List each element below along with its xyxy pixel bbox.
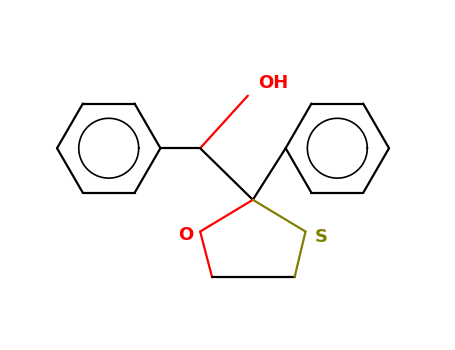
Text: S: S bbox=[315, 229, 328, 246]
Text: OH: OH bbox=[258, 74, 288, 92]
Text: O: O bbox=[177, 225, 193, 244]
